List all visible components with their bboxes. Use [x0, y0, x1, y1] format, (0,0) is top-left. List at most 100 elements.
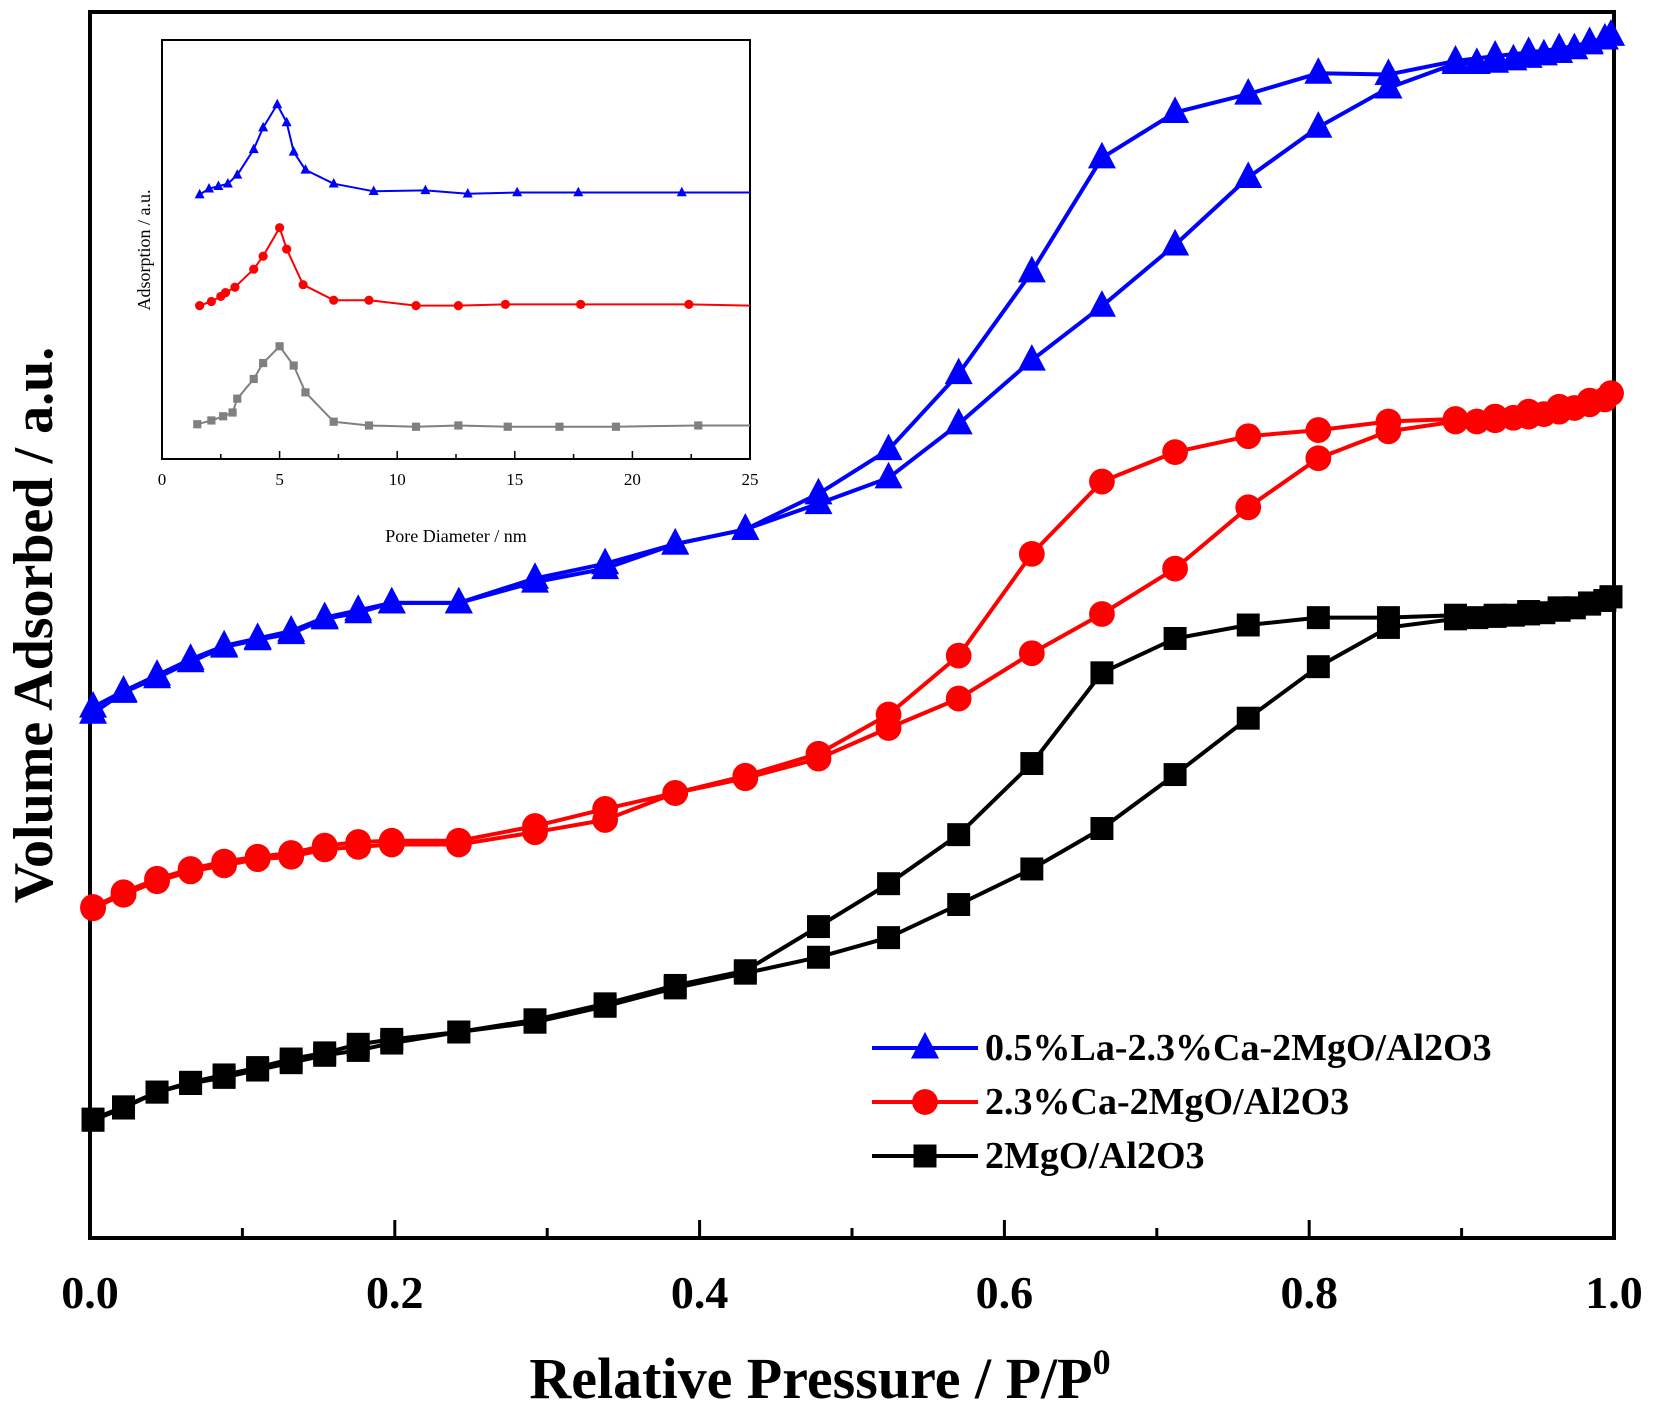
- inset-y-axis-label: Adsorption / a.u.: [134, 190, 154, 311]
- data-point: [1235, 423, 1262, 450]
- data-point: [1547, 596, 1571, 620]
- data-point: [1481, 40, 1510, 67]
- data-point: [1305, 445, 1332, 472]
- main-x-ticks: 0.0 0.2 0.4 0.6 0.8 1.0: [61, 1220, 1643, 1318]
- inset-data-point: [364, 295, 374, 305]
- data-point: [377, 586, 406, 614]
- data-point: [380, 1027, 404, 1051]
- inset-data-point: [298, 280, 308, 290]
- data-point: [1235, 494, 1262, 521]
- data-point: [1576, 387, 1603, 414]
- legend-marker-0: [911, 1031, 939, 1059]
- data-point: [277, 615, 306, 642]
- inset-series-2: [193, 342, 750, 431]
- data-point: [447, 1020, 471, 1044]
- inset-x-tick-label: 5: [275, 470, 284, 489]
- data-point: [806, 915, 830, 939]
- data-point: [279, 1047, 303, 1071]
- data-point: [1236, 706, 1260, 730]
- inset-data-point: [368, 185, 379, 196]
- data-point: [179, 1070, 203, 1094]
- data-point: [80, 894, 106, 920]
- data-point: [1374, 71, 1403, 99]
- data-point: [144, 865, 170, 892]
- data-point: [1090, 817, 1114, 840]
- data-point: [947, 893, 971, 917]
- inset-data-point: [258, 121, 269, 132]
- data-point: [1305, 417, 1332, 443]
- inset-plot-area: [161, 39, 751, 460]
- data-point: [310, 601, 339, 629]
- inset-data-point: [204, 182, 215, 193]
- data-point: [1465, 606, 1489, 630]
- data-point: [522, 813, 548, 839]
- inset-data-point: [576, 299, 586, 309]
- inset-data-point: [684, 299, 694, 309]
- data-point: [345, 829, 372, 855]
- inset-data-point: [329, 295, 339, 305]
- data-point: [1017, 344, 1046, 371]
- data-point: [112, 1095, 136, 1119]
- data-point: [445, 827, 472, 854]
- inset-data-point: [206, 296, 216, 307]
- data-point: [1374, 58, 1403, 86]
- main-x-axis-label: Relative Pressure / P/P0: [529, 1342, 1110, 1410]
- inset-x-tick-label: 10: [389, 470, 406, 489]
- data-point: [1087, 290, 1116, 317]
- data-point: [944, 357, 973, 385]
- data-point: [344, 594, 373, 621]
- main-series-0: [79, 19, 1625, 724]
- main-x-tick-label: 1.0: [1585, 1267, 1643, 1318]
- data-point: [1483, 603, 1507, 627]
- data-point: [143, 659, 172, 686]
- data-point: [1442, 406, 1469, 432]
- main-series-1: [80, 380, 1624, 922]
- data-point: [1089, 601, 1115, 627]
- data-point: [1462, 47, 1491, 74]
- inset-x-tick-label: 0: [158, 470, 167, 489]
- inset-data-point: [272, 98, 283, 109]
- data-point: [246, 1056, 270, 1080]
- main-x-tick-label: 0.2: [366, 1267, 424, 1318]
- inset-data-point: [259, 358, 268, 368]
- main-x-tick-label: 0.0: [61, 1267, 119, 1318]
- inset-data-point: [411, 301, 421, 311]
- legend-label-0: 0.5%La-2.3%Ca-2MgO/Al2O3: [985, 1027, 1492, 1069]
- inset-data-point: [282, 244, 292, 254]
- inset-data-point: [233, 394, 242, 403]
- inset-data-point: [611, 422, 621, 431]
- main-x-tick-label: 0.8: [1280, 1267, 1338, 1318]
- inset-data-point: [194, 188, 205, 199]
- data-point: [732, 762, 759, 789]
- inset-data-point: [213, 180, 224, 190]
- inset-data-point: [219, 412, 228, 421]
- inset-series-1: [195, 223, 750, 311]
- inset-x-ticks: 0 5 10 15 20 25: [158, 451, 759, 489]
- data-point: [1020, 752, 1044, 776]
- data-point: [1578, 591, 1602, 615]
- data-point: [733, 959, 757, 983]
- main-x-tick-label: 0.4: [671, 1267, 729, 1318]
- inset-data-point: [328, 177, 339, 188]
- data-point: [593, 992, 617, 1016]
- data-point: [1375, 408, 1402, 435]
- data-point: [1482, 403, 1509, 430]
- inset-data-point: [454, 421, 463, 430]
- data-point: [1596, 19, 1625, 46]
- inset-data-point: [694, 421, 703, 430]
- data-point: [177, 856, 204, 882]
- desorption-line: [92, 391, 1612, 909]
- inset-data-point: [500, 299, 510, 309]
- main-y-axis-label: Volume Adsorbed / a.u.: [3, 347, 65, 904]
- data-point: [523, 1008, 547, 1032]
- inset-data-point: [281, 116, 292, 127]
- data-point: [662, 780, 689, 806]
- data-point: [877, 926, 901, 950]
- data-point: [110, 879, 137, 906]
- legend-marker-2: [913, 1144, 937, 1168]
- data-point: [1441, 44, 1470, 72]
- inset-data-point: [503, 422, 512, 431]
- inset-data-point: [249, 374, 258, 384]
- inset-x-axis-label: Pore Diameter / nm: [385, 526, 526, 546]
